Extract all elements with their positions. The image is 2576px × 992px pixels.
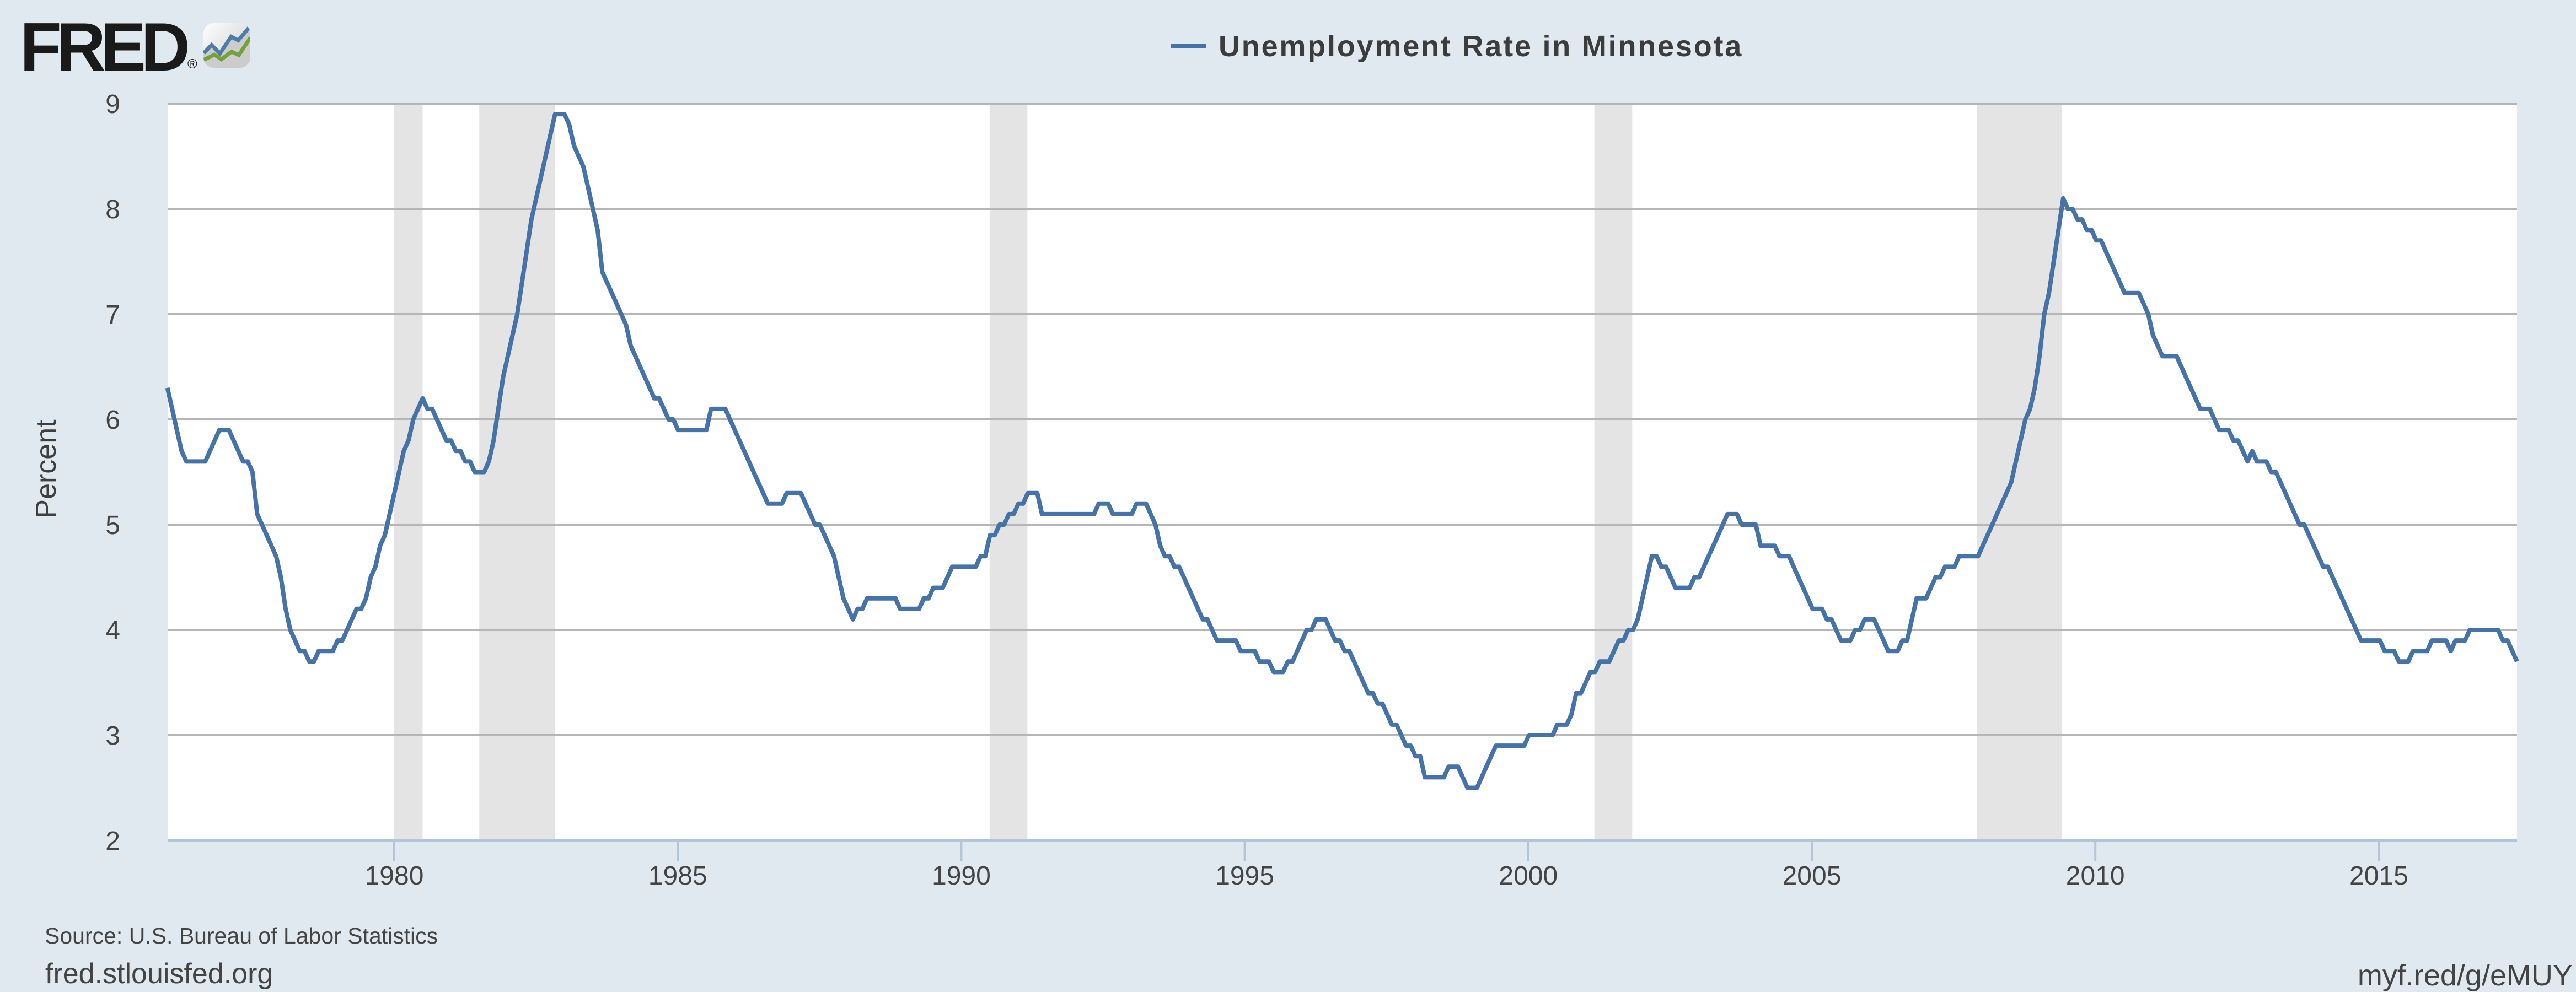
svg-text:3: 3 (105, 721, 120, 751)
svg-text:2010: 2010 (2066, 861, 2125, 891)
svg-text:7: 7 (105, 300, 120, 330)
svg-text:9: 9 (105, 90, 120, 119)
svg-text:FRED: FRED (20, 9, 188, 85)
svg-text:Unemployment Rate in Minnesota: Unemployment Rate in Minnesota (1219, 30, 1743, 63)
svg-text:5: 5 (105, 511, 120, 540)
svg-text:2: 2 (105, 827, 120, 856)
svg-text:1995: 1995 (1215, 861, 1274, 891)
svg-text:8: 8 (105, 195, 120, 224)
svg-text:2000: 2000 (1499, 861, 1558, 891)
svg-text:fred.stlouisfed.org: fred.stlouisfed.org (45, 958, 273, 990)
svg-text:2015: 2015 (2349, 861, 2408, 891)
svg-text:1985: 1985 (648, 861, 707, 891)
svg-text:myf.red/g/eMUY: myf.red/g/eMUY (2358, 959, 2573, 992)
svg-text:4: 4 (105, 616, 120, 645)
svg-text:2005: 2005 (1783, 861, 1842, 891)
svg-text:1990: 1990 (932, 861, 991, 891)
svg-text:®: ® (187, 57, 197, 72)
svg-text:1980: 1980 (365, 861, 424, 891)
svg-text:Percent: Percent (30, 419, 62, 519)
svg-text:6: 6 (105, 406, 120, 435)
svg-text:Source: U.S. Bureau of Labor S: Source: U.S. Bureau of Labor Statistics (45, 923, 438, 948)
